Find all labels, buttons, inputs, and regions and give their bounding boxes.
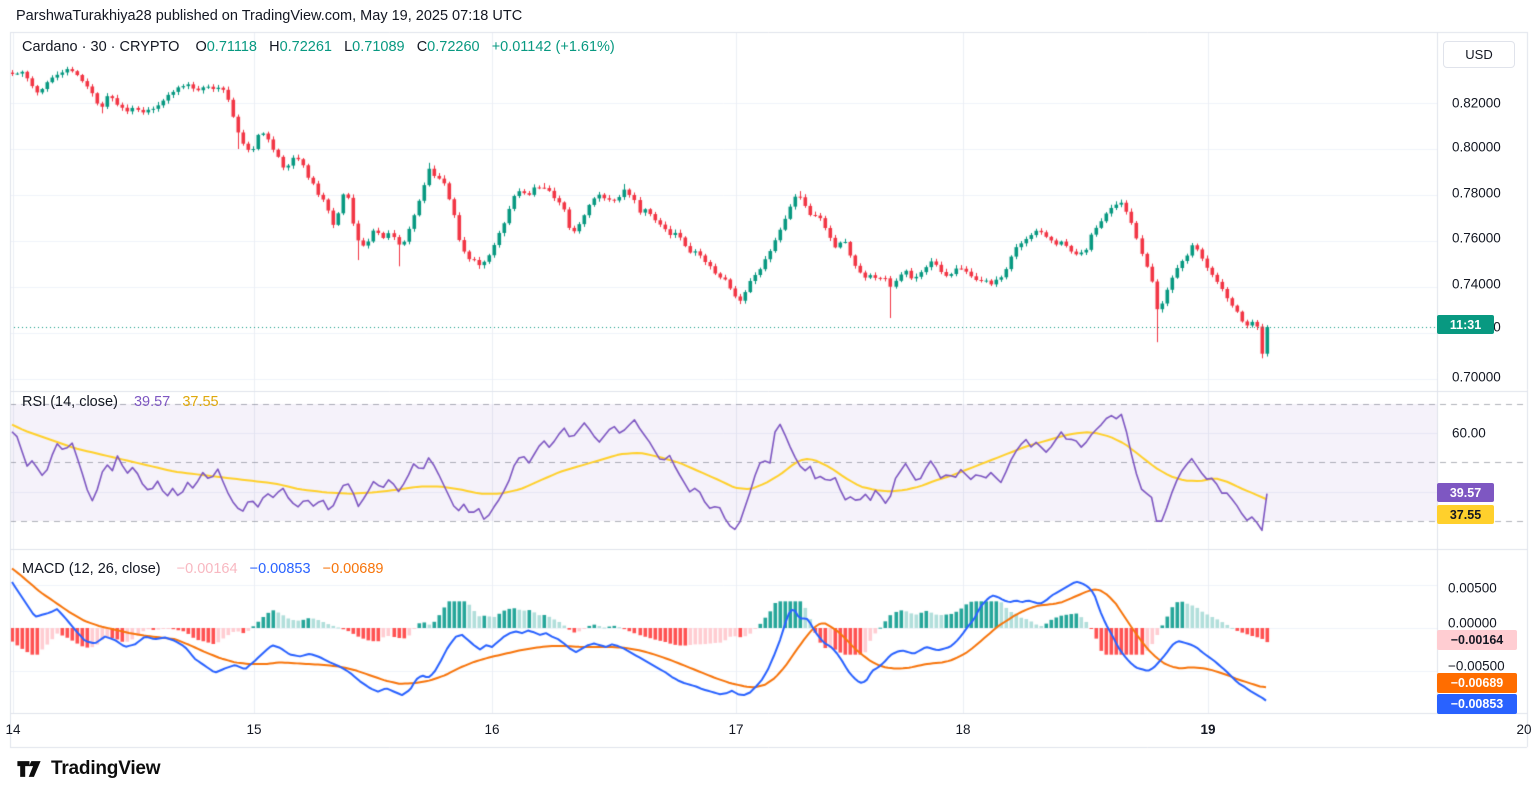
- time-axis-label: 18: [955, 722, 971, 737]
- currency-toggle-button[interactable]: USD: [1443, 41, 1515, 68]
- price-axis-label: 0.80000: [1452, 139, 1501, 155]
- time-axis-label: 19: [1200, 722, 1216, 737]
- time-axis-label: 15: [246, 722, 262, 737]
- time-axis-label: 20: [1516, 722, 1532, 737]
- tradingview-logo-icon: [17, 761, 41, 777]
- ohlc-high-key: H: [269, 39, 280, 55]
- countdown-badge: 11:31: [1437, 315, 1494, 334]
- rsi-axis-label: 60.00: [1452, 425, 1486, 441]
- rsi-ma-value: 37.55: [182, 394, 219, 410]
- ohlc-open-value: 0.71118: [206, 39, 257, 55]
- macd-legend: MACD (12, 26, close) −0.00164 −0.00853 −…: [22, 561, 384, 577]
- rsi-ma-value-badge: 37.55: [1437, 505, 1494, 524]
- ohlc-open-key: O: [195, 39, 207, 55]
- price-axis-label: 0.76000: [1452, 230, 1501, 246]
- ohlc-low-value: 0.71089: [352, 39, 405, 55]
- price-axis-label: 0.70000: [1452, 369, 1501, 385]
- ohlc-low-key: L: [344, 39, 353, 55]
- macd-value-badge: −0.00853: [1437, 694, 1517, 714]
- rsi-title: RSI (14, close): [22, 394, 118, 410]
- rsi-legend: RSI (14, close) 39.57 37.55: [22, 394, 219, 410]
- rsi-value: 39.57: [133, 394, 171, 410]
- time-axis-label: 16: [484, 722, 500, 737]
- macd-axis-label: 0.00000: [1448, 615, 1497, 631]
- macd-hist-badge: −0.00164: [1437, 630, 1517, 650]
- macd-axis-label: −0.00500: [1448, 658, 1505, 674]
- macd-axis-label: 0.00500: [1448, 580, 1497, 596]
- macd-signal-value: −0.00689: [322, 561, 384, 577]
- rsi-value-badge: 39.57: [1437, 483, 1494, 502]
- price-axis-label: 0.78000: [1452, 185, 1501, 201]
- macd-signal-badge: −0.00689: [1437, 673, 1517, 693]
- time-axis-label: 17: [728, 722, 744, 737]
- ohlc-high-value: 0.72261: [279, 39, 332, 55]
- macd-line-value: −0.00853: [249, 561, 311, 577]
- symbol-title: Cardano · 30 · CRYPTO: [22, 39, 180, 55]
- time-axis-label: 14: [5, 722, 21, 737]
- macd-hist-value: −0.00164: [176, 561, 238, 577]
- price-change: +0.01142 (+1.61%): [491, 39, 615, 55]
- macd-title: MACD (12, 26, close): [22, 561, 161, 577]
- price-axis-label: 0.82000: [1452, 95, 1501, 111]
- price-legend: Cardano · 30 · CRYPTO O0.71118 H0.72261 …: [22, 39, 615, 55]
- ohlc-close-key: C: [416, 39, 428, 55]
- ohlc-close-value: 0.72260: [427, 39, 480, 55]
- tradingview-logo-text: TradingView: [51, 758, 161, 779]
- price-axis-label: 0.74000: [1452, 276, 1501, 292]
- publish-header: ParshwaTurakhiya28 published on TradingV…: [16, 8, 523, 24]
- tradingview-logo[interactable]: TradingView: [16, 756, 161, 782]
